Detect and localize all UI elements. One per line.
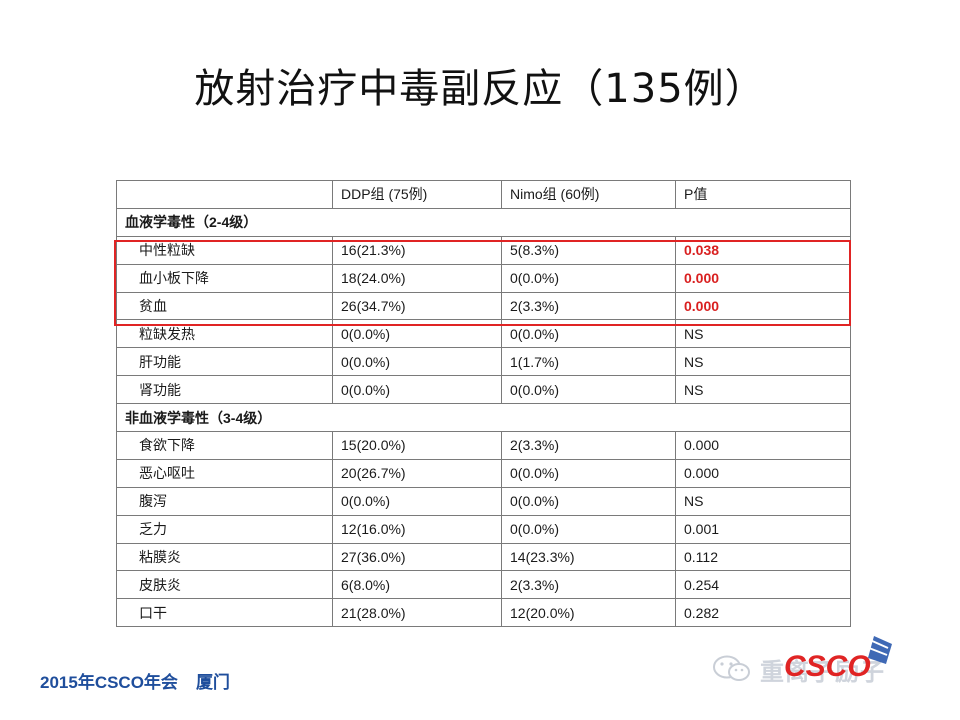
watermark: 重离子励子 (712, 646, 885, 692)
nimo-cell: 0(0.0%) (501, 486, 676, 516)
p-value-cell: 0.254 (675, 570, 851, 600)
p-value-cell: 0.038 (675, 235, 851, 265)
table-row: 口干 21(28.0%) 12(20.0%) 0.282 (116, 598, 851, 628)
header-cell-empty (116, 180, 333, 209)
name-cell: 粘膜炎 (116, 542, 333, 572)
ddp-cell: 12(16.0%) (332, 514, 502, 544)
p-value-cell: 0.000 (675, 263, 851, 293)
ddp-cell: 0(0.0%) (332, 319, 502, 349)
toxicity-table: DDP组 (75例) Nimo组 (60例) P值 血液学毒性（2-4级） 中性粒… (116, 180, 851, 628)
table-row: 粒缺发热 0(0.0%) 0(0.0%) NS (116, 319, 851, 349)
p-value-cell: 0.001 (675, 514, 851, 544)
footer: 2015年CSCO年会 厦门 (40, 668, 230, 693)
name-cell: 口干 (116, 598, 333, 628)
table-row: 肾功能 0(0.0%) 0(0.0%) NS (116, 375, 851, 405)
name-cell: 恶心呕吐 (116, 458, 333, 488)
nimo-cell: 0(0.0%) (501, 263, 676, 293)
nimo-cell: 2(3.3%) (501, 570, 676, 600)
p-value-cell: NS (675, 486, 851, 516)
ddp-cell: 27(36.0%) (332, 542, 502, 572)
nimo-cell: 2(3.3%) (501, 291, 676, 321)
ddp-cell: 0(0.0%) (332, 347, 502, 377)
name-cell: 贫血 (116, 291, 333, 321)
name-cell: 血小板下降 (116, 263, 333, 293)
nimo-cell: 12(20.0%) (501, 598, 676, 628)
table-row: 腹泻 0(0.0%) 0(0.0%) NS (116, 486, 851, 516)
name-cell: 乏力 (116, 514, 333, 544)
nimo-cell: 5(8.3%) (501, 235, 676, 265)
p-value-cell: 0.000 (675, 431, 851, 460)
nimo-cell: 0(0.0%) (501, 375, 676, 405)
ddp-cell: 6(8.0%) (332, 570, 502, 600)
header-cell-ddp: DDP组 (75例) (332, 180, 502, 209)
header-cell-nimo: Nimo组 (60例) (501, 180, 676, 209)
csco-logo-text: CSCO (784, 650, 871, 683)
nimo-cell: 0(0.0%) (501, 458, 676, 488)
table-row: 中性粒缺 16(21.3%) 5(8.3%) 0.038 (116, 235, 851, 265)
name-cell: 粒缺发热 (116, 319, 333, 349)
name-cell: 肝功能 (116, 347, 333, 377)
p-value-cell: NS (675, 375, 851, 405)
name-cell: 皮肤炎 (116, 570, 333, 600)
header-cell-p: P值 (675, 180, 851, 209)
slide-title: 放射治疗中毒副反应（135例） (194, 66, 766, 112)
table-row: 乏力 12(16.0%) 0(0.0%) 0.001 (116, 514, 851, 544)
csco-logo: CSCO (784, 636, 892, 683)
name-cell: 食欲下降 (116, 431, 333, 460)
nimo-cell: 0(0.0%) (501, 514, 676, 544)
ddp-cell: 26(34.7%) (332, 291, 502, 321)
toxicity-table-wrap: DDP组 (75例) Nimo组 (60例) P值 血液学毒性（2-4级） 中性粒… (116, 180, 851, 628)
ddp-cell: 18(24.0%) (332, 263, 502, 293)
nimo-cell: 0(0.0%) (501, 319, 676, 349)
ddp-cell: 15(20.0%) (332, 431, 502, 460)
p-value-cell: 0.282 (675, 598, 851, 628)
table-row: 肝功能 0(0.0%) 1(1.7%) NS (116, 347, 851, 377)
footer-event: 2015年CSCO年会 (40, 673, 178, 692)
name-cell: 腹泻 (116, 486, 333, 516)
p-value-cell: NS (675, 319, 851, 349)
p-value-cell: 0.000 (675, 291, 851, 321)
section-row: 血液学毒性（2-4级） (116, 207, 851, 237)
table-header-row: DDP组 (75例) Nimo组 (60例) P值 (116, 180, 851, 209)
p-value-cell: NS (675, 347, 851, 377)
section-row: 非血液学毒性（3-4级） (116, 403, 851, 433)
table-row: 粘膜炎 27(36.0%) 14(23.3%) 0.112 (116, 542, 851, 572)
table-row: 皮肤炎 6(8.0%) 2(3.3%) 0.254 (116, 570, 851, 600)
ddp-cell: 0(0.0%) (332, 486, 502, 516)
table-row: 贫血 26(34.7%) 2(3.3%) 0.000 (116, 291, 851, 321)
ddp-cell: 21(28.0%) (332, 598, 502, 628)
name-cell: 肾功能 (116, 375, 333, 405)
table-row: 食欲下降 15(20.0%) 2(3.3%) 0.000 (116, 431, 851, 460)
wechat-icon (713, 655, 750, 681)
ddp-cell: 0(0.0%) (332, 375, 502, 405)
section-label: 非血液学毒性（3-4级） (116, 403, 851, 433)
watermark-text: 重离子励子 (760, 657, 885, 686)
nimo-cell: 2(3.3%) (501, 431, 676, 460)
name-cell: 中性粒缺 (116, 235, 333, 265)
footer-city: 厦门 (195, 673, 230, 692)
table-body: DDP组 (75例) Nimo组 (60例) P值 血液学毒性（2-4级） 中性粒… (116, 180, 851, 628)
table-row: 恶心呕吐 20(26.7%) 0(0.0%) 0.000 (116, 458, 851, 488)
section-label: 血液学毒性（2-4级） (116, 207, 851, 237)
nimo-cell: 14(23.3%) (501, 542, 676, 572)
table-row: 血小板下降 18(24.0%) 0(0.0%) 0.000 (116, 263, 851, 293)
p-value-cell: 0.112 (675, 542, 851, 572)
ddp-cell: 16(21.3%) (332, 235, 502, 265)
nimo-cell: 1(1.7%) (501, 347, 676, 377)
ddp-cell: 20(26.7%) (332, 458, 502, 488)
p-value-cell: 0.000 (675, 458, 851, 488)
